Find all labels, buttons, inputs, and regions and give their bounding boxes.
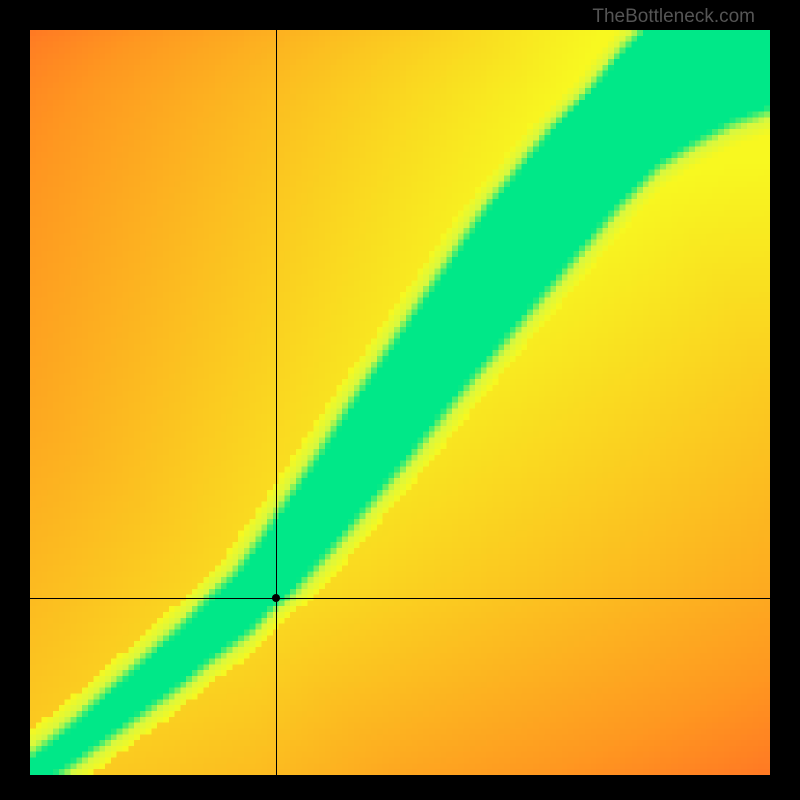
watermark-text: TheBottleneck.com [592,6,755,28]
heatmap-canvas [30,30,770,775]
crosshair-horizontal [30,598,770,599]
heatmap-plot [30,30,770,775]
crosshair-vertical [276,30,277,775]
crosshair-marker [272,594,280,602]
